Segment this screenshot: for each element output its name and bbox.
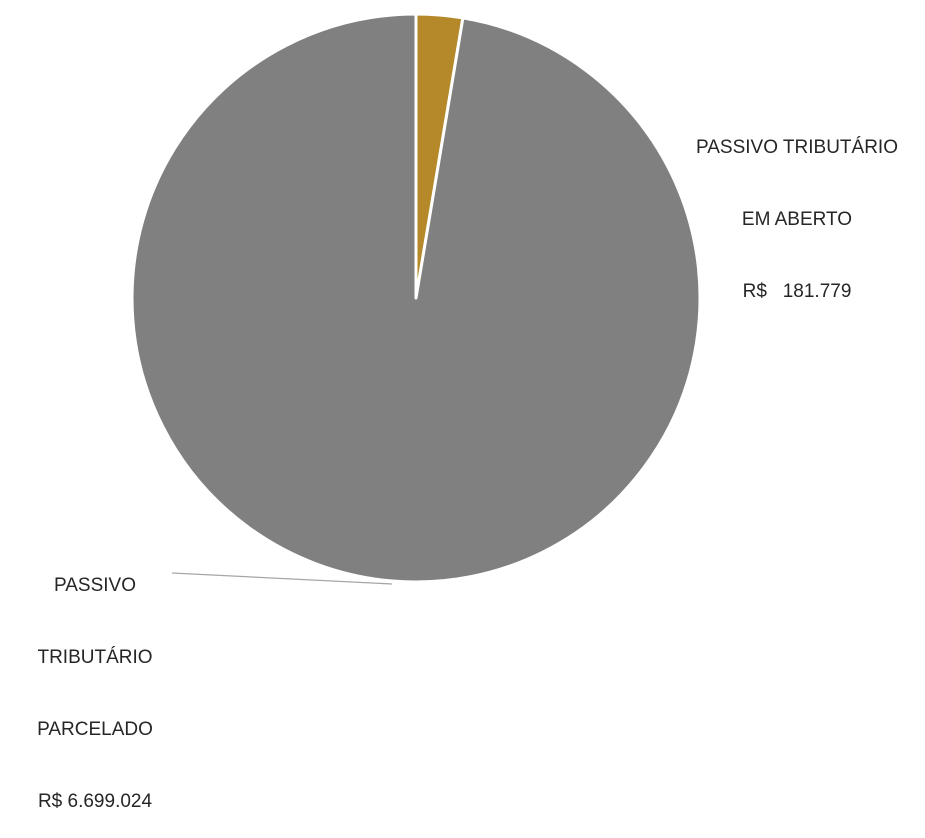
data-label-parcelado: PASSIVO TRIBUTÁRIO PARCELADO R$ 6.699.02… <box>0 526 190 838</box>
label-parcelado-line-2: TRIBUTÁRIO <box>37 647 153 668</box>
label-parcelado-line-3: PARCELADO <box>37 719 153 740</box>
pie-slice-parcelado <box>130 12 702 584</box>
label-em-aberto-value: R$ 181.779 <box>742 281 852 302</box>
pie-chart <box>130 12 702 585</box>
leader-line-parcelado <box>171 572 393 585</box>
label-em-aberto-line-2: EM ABERTO <box>741 209 853 230</box>
label-em-aberto-line-1: PASSIVO TRIBUTÁRIO <box>695 137 898 158</box>
label-parcelado-value: R$ 6.699.024 <box>37 791 153 812</box>
label-parcelado-line-1: PASSIVO <box>53 575 136 596</box>
data-label-em-aberto: PASSIVO TRIBUTÁRIO EM ABERTO R$ 181.779 <box>652 88 925 328</box>
pie-slices <box>130 12 702 584</box>
